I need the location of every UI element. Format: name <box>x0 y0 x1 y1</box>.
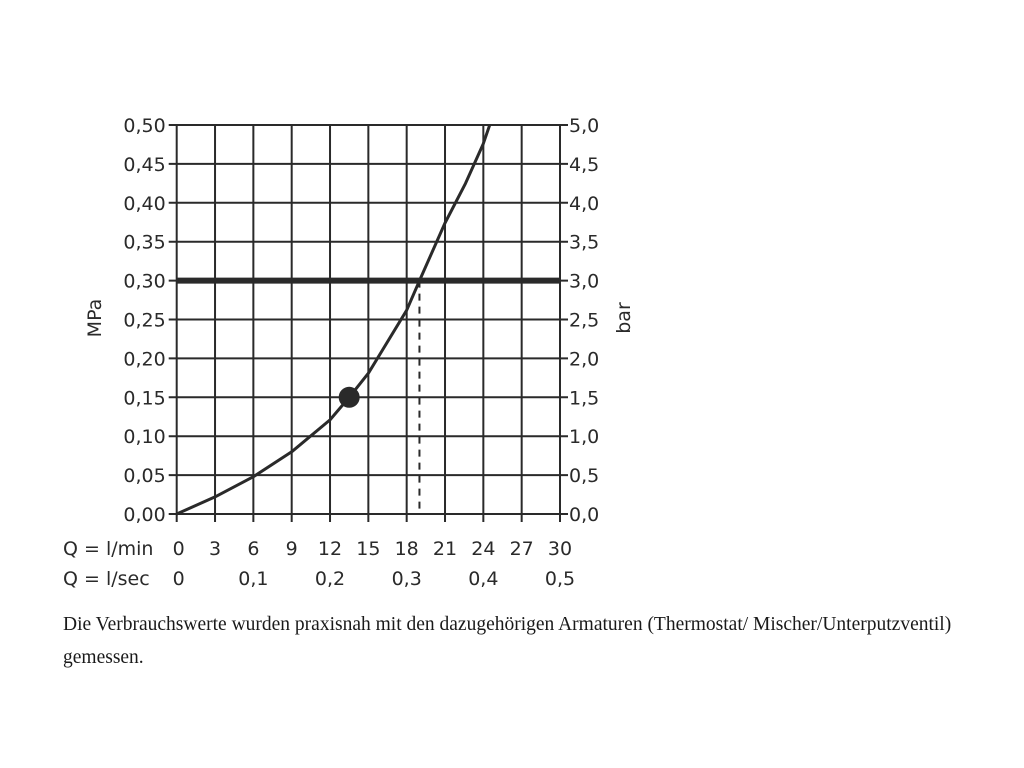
marks <box>176 124 560 516</box>
y-tick-label-left: 0,00 <box>123 504 165 526</box>
x-tick-label: 24 <box>471 538 495 560</box>
y-tick-label-right: 2,0 <box>569 348 599 370</box>
x-tick-label: 18 <box>395 538 419 560</box>
y-tick-label-left: 0,35 <box>123 232 165 254</box>
x-axis-row-label: Q = l/sec <box>63 568 150 590</box>
y-axis-label-right: bar <box>613 302 635 334</box>
x-tick-label: 0,4 <box>468 568 498 590</box>
y-tick-label-left: 0,30 <box>123 271 165 293</box>
y-tick-label-left: 0,45 <box>123 154 165 176</box>
y-tick-label-left: 0,05 <box>123 465 165 487</box>
x-tick-label: 0,1 <box>238 568 268 590</box>
x-tick-label: 0,3 <box>392 568 422 590</box>
y-tick-label-right: 2,5 <box>569 310 599 332</box>
y-tick-label-left: 0,25 <box>123 310 165 332</box>
x-tick-label: 0 <box>173 568 185 590</box>
tick-labels: 0,00 0,00,05 0,50,10 1,00,15 1,50,20 2,00,25 2… <box>63 115 599 590</box>
data-point-marker <box>338 386 360 408</box>
y-tick-label-right: 3,0 <box>569 271 599 293</box>
x-tick-label: 12 <box>318 538 342 560</box>
series-line <box>176 124 492 516</box>
x-tick-label: 0,2 <box>315 568 345 590</box>
y-axis-label-left: MPa <box>84 299 106 338</box>
x-tick-label: 30 <box>548 538 572 560</box>
x-tick-label: 6 <box>247 538 259 560</box>
y-tick-label-left: 0,10 <box>123 426 165 448</box>
y-tick-label-right: 0,5 <box>569 465 599 487</box>
x-axis-row-label: Q = l/min <box>63 538 153 560</box>
x-tick-label: 9 <box>286 538 298 560</box>
x-tick-label: 21 <box>433 538 457 560</box>
pressure-flow-chart: 0,00 0,00,05 0,50,10 1,00,15 1,50,20 2,00,25 2… <box>63 115 635 590</box>
y-tick-label-right: 5,0 <box>569 115 599 137</box>
caption: Die Verbrauchswerte wurden praxisnah mit… <box>63 614 952 668</box>
x-tick-label: 0,5 <box>545 568 575 590</box>
y-tick-label-left: 0,15 <box>123 387 165 409</box>
y-tick-label-right: 4,5 <box>569 154 599 176</box>
x-tick-label: 3 <box>209 538 221 560</box>
y-tick-label-right: 3,5 <box>569 232 599 254</box>
x-tick-label: 27 <box>510 538 534 560</box>
y-tick-label-left: 0,40 <box>123 193 165 215</box>
x-tick-label: 15 <box>356 538 380 560</box>
grid <box>168 124 568 522</box>
y-tick-label-right: 4,0 <box>569 193 599 215</box>
y-tick-label-right: 1,0 <box>569 426 599 448</box>
y-tick-label-right: 1,5 <box>569 387 599 409</box>
x-tick-label: 0 <box>173 538 185 560</box>
y-tick-label-right: 0,0 <box>569 504 599 526</box>
y-tick-label-left: 0,50 <box>123 115 165 137</box>
y-tick-label-left: 0,20 <box>123 348 165 370</box>
